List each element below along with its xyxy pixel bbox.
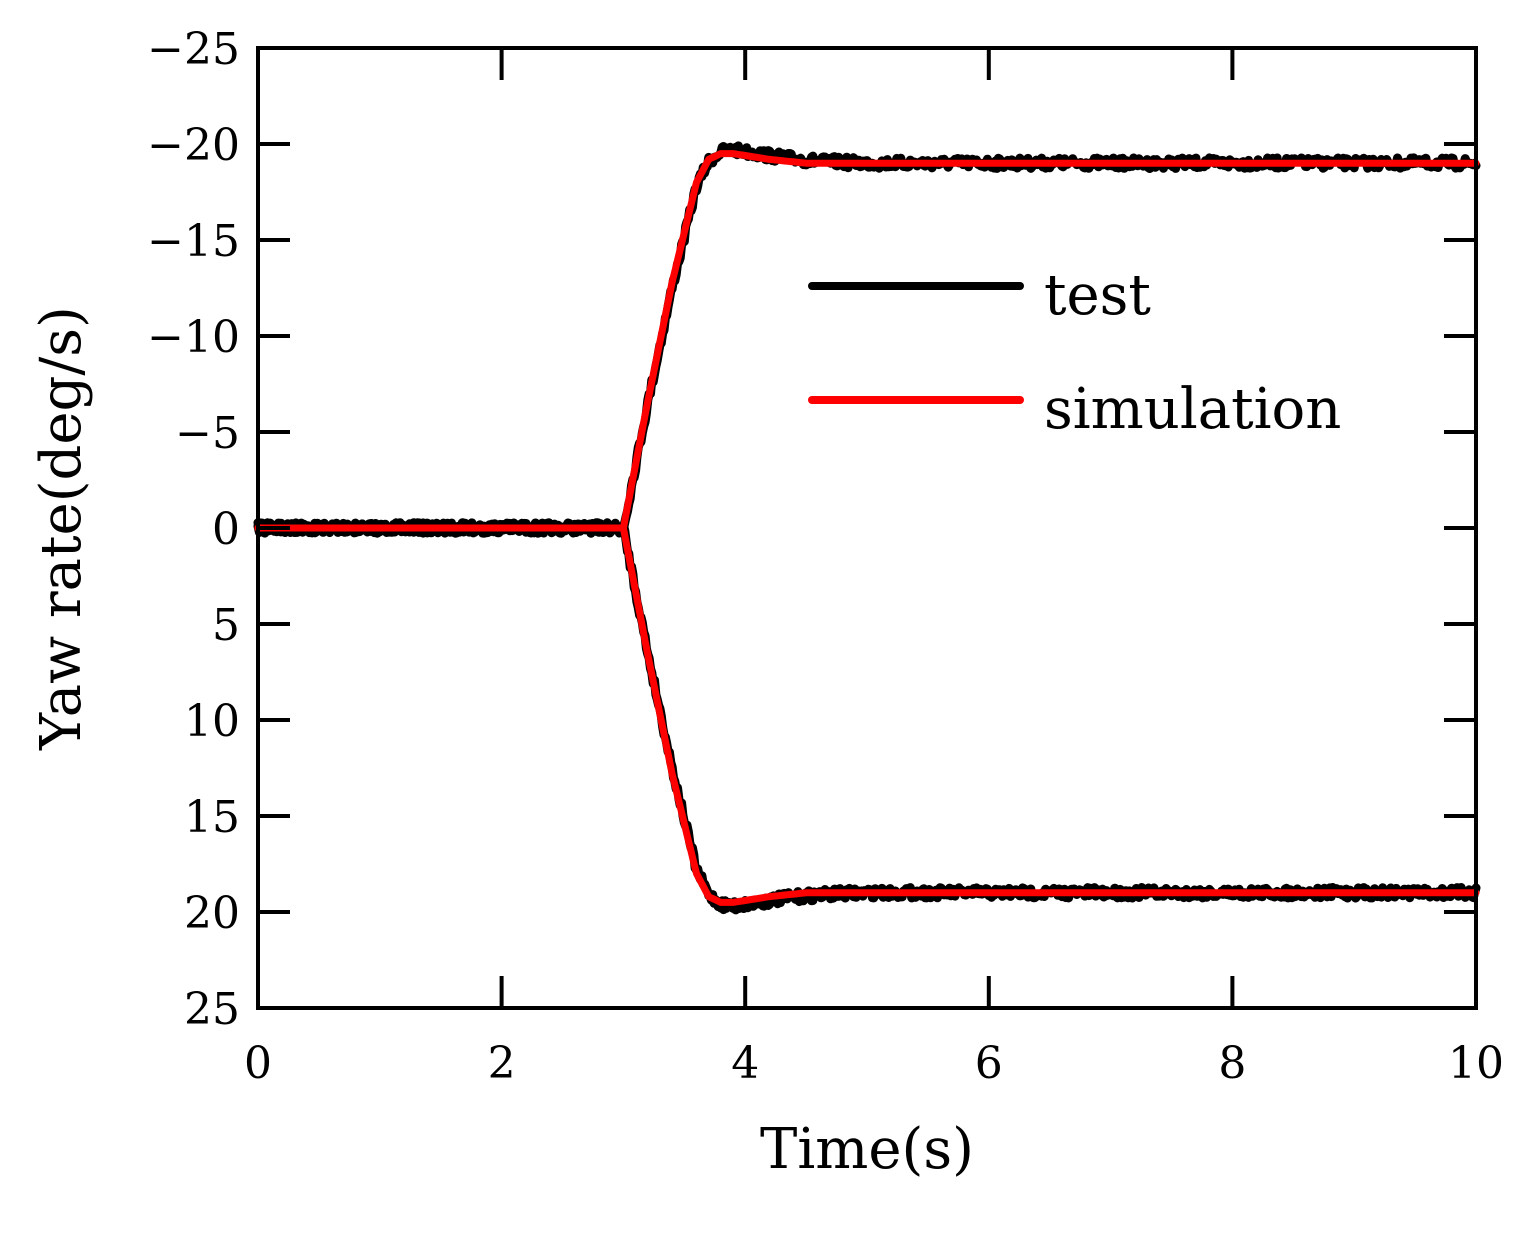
series-line-simulation — [254, 150, 1480, 532]
x-tick-label: 0 — [244, 1038, 272, 1089]
legend: test simulation — [808, 263, 1341, 442]
y-tick-label: 25 — [184, 984, 240, 1035]
y-tick-label: −15 — [147, 216, 240, 267]
y-tick-label: −10 — [147, 312, 240, 363]
y-tick-label: 20 — [184, 888, 240, 939]
x-tick-label: 2 — [488, 1038, 516, 1089]
y-tick-label: 0 — [212, 504, 240, 555]
x-tick-label: 10 — [1448, 1038, 1504, 1089]
legend-label-simulation: simulation — [1044, 377, 1341, 442]
legend-label-test: test — [1044, 263, 1151, 328]
x-tick-label: 6 — [975, 1038, 1003, 1089]
y-tick-label: 10 — [184, 696, 240, 747]
series-line-simulation — [254, 524, 1480, 906]
y-tick-label: 15 — [184, 792, 240, 843]
x-tick-label: 4 — [731, 1038, 759, 1089]
y-tick-label: −5 — [175, 408, 240, 459]
series-layer — [253, 141, 1481, 915]
x-tick-label: 8 — [1218, 1038, 1246, 1089]
series-line-test — [253, 141, 1481, 538]
x-axis-label: Time(s) — [760, 1117, 974, 1182]
ticks-layer: 0 2 4 6 8 10 −25 −20 −15 −10 −5 0 5 10 15 20 25 — [147, 24, 1504, 1089]
y-axis-label: Yaw rate(deg/s) — [29, 306, 94, 751]
y-tick-label: −25 — [147, 24, 240, 75]
series-line-test — [253, 518, 1481, 915]
y-tick-label: 5 — [212, 600, 240, 651]
y-tick-label: −20 — [147, 120, 240, 171]
